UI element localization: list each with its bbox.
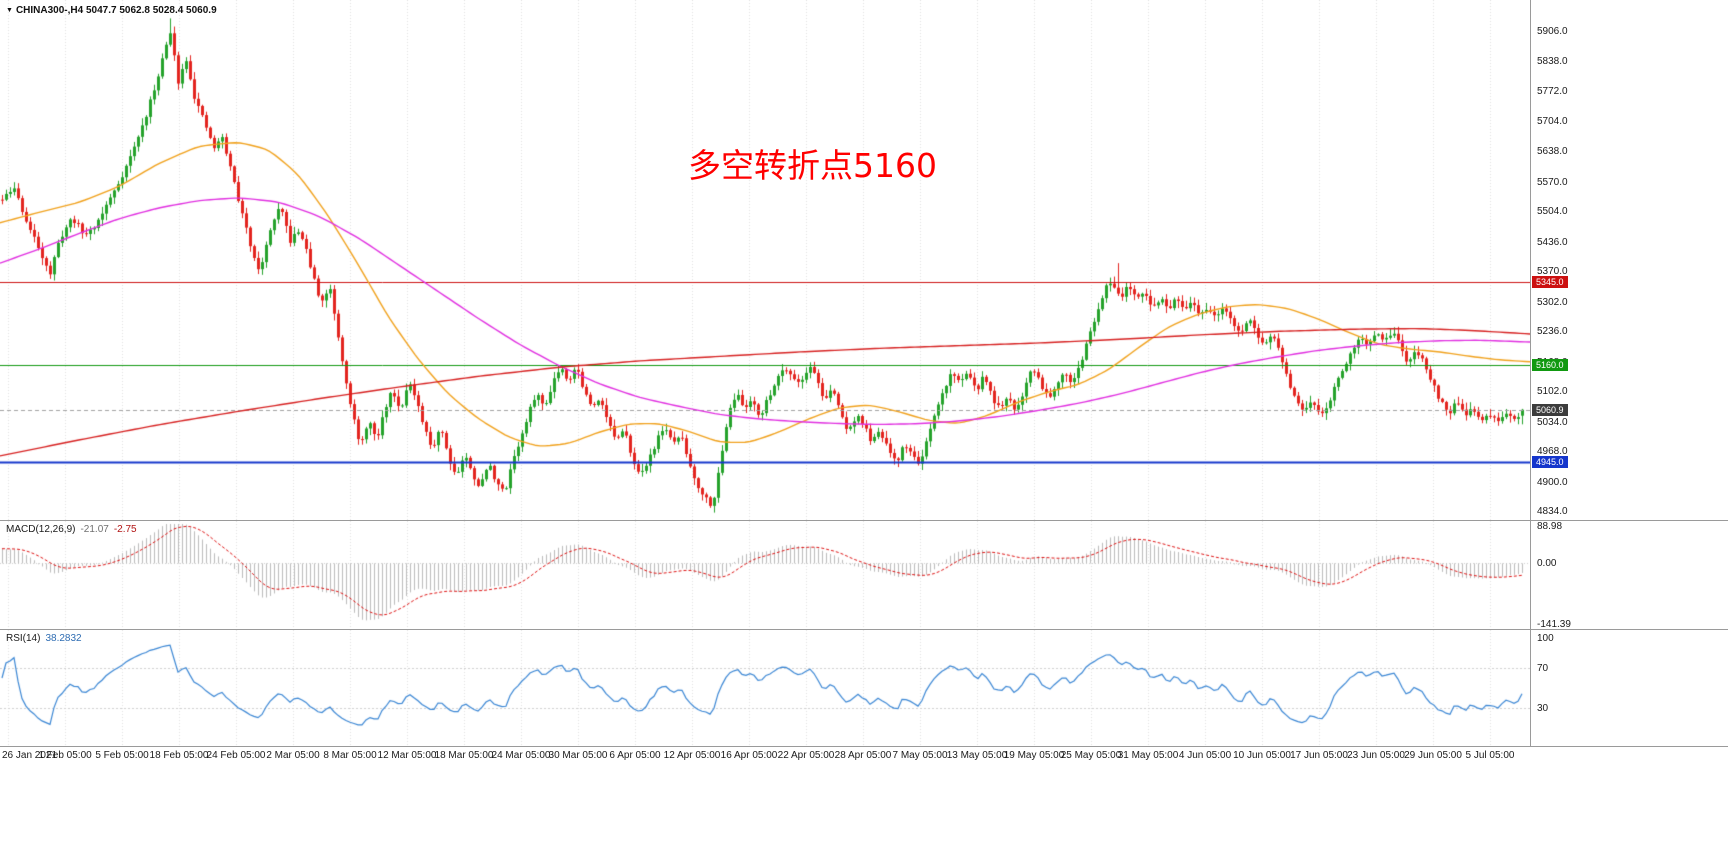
- annotation-text[interactable]: 多空转折点5160: [688, 146, 937, 185]
- price-tick-label: 5102.0: [1537, 386, 1568, 398]
- time-tick-label: 8 Mar 05:00: [323, 750, 377, 761]
- ohlc-values: 5047.7 5062.8 5028.4 5060.9: [85, 5, 217, 16]
- time-axis[interactable]: 26 Jan 2021 1 Feb 05:00 5 Feb 05:00 18 Feb …: [0, 747, 1728, 769]
- macd-signal-value: -2.75: [113, 524, 137, 535]
- panel-separator[interactable]: [0, 746, 1728, 747]
- time-tick-label: 26 Jan 2021: [2, 750, 58, 761]
- time-tick-label: 30 Mar 05:00: [548, 750, 608, 761]
- price-tick-label: 5370.0: [1537, 266, 1568, 278]
- time-tick-label: 6 Apr 05:00: [609, 750, 661, 761]
- price-tick-label: 5570.0: [1537, 176, 1568, 188]
- time-tick-label: 16 Apr 05:00: [720, 750, 778, 761]
- main-chart-canvas[interactable]: [0, 0, 1530, 520]
- price-tick-label: 4834.0: [1537, 506, 1568, 518]
- macd-scale-label: 0.00: [1537, 558, 1557, 570]
- symbol-info: ▼ CHINA300-,H4 5047.7 5062.8 5028.4 5060.…: [6, 5, 217, 16]
- macd-panel-canvas[interactable]: [0, 521, 1530, 629]
- rsi-name: RSI(14): [6, 633, 41, 644]
- time-tick-label: 13 May 05:00: [946, 750, 1008, 761]
- time-tick-label: 19 May 05:00: [1003, 750, 1065, 761]
- price-tick-label: 5034.0: [1537, 416, 1568, 428]
- price-axis-border: [1530, 0, 1531, 747]
- time-tick-label: 12 Apr 05:00: [663, 750, 721, 761]
- price-tick-label: 5838.0: [1537, 56, 1568, 68]
- price-tick-label: 5906.0: [1537, 25, 1568, 37]
- price-tick-label: 4900.0: [1537, 476, 1568, 488]
- price-tick-label: 5236.0: [1537, 326, 1568, 338]
- time-tick-label: 24 Feb 05:00: [206, 750, 266, 761]
- price-tick-label: 5704.0: [1537, 116, 1568, 128]
- rsi-scale-label: 100: [1537, 633, 1554, 644]
- time-tick-label: 22 Apr 05:00: [777, 750, 835, 761]
- price-badge: 4945.0: [1532, 455, 1568, 468]
- time-tick-label: 10 Jun 05:00: [1233, 750, 1291, 761]
- price-badge: 5345.0: [1532, 276, 1568, 289]
- rsi-scale-label: 30: [1537, 703, 1549, 714]
- price-axis[interactable]: 5906.0 5838.0 5772.0 5704.0 5638.0 5570.0 5504…: [1530, 0, 1728, 747]
- time-tick-label: 24 Mar 05:00: [491, 750, 551, 761]
- panel-separator[interactable]: [0, 520, 1728, 521]
- time-tick-label: 5 Jul 05:00: [1465, 750, 1515, 761]
- rsi-scale-label: 70: [1537, 663, 1549, 674]
- time-tick-label: 18 Mar 05:00: [434, 750, 494, 761]
- time-tick-label: 29 Jun 05:00: [1404, 750, 1462, 761]
- time-tick-label: 5 Feb 05:00: [95, 750, 149, 761]
- time-tick-label: 17 Jun 05:00: [1290, 750, 1348, 761]
- time-tick-label: 12 Mar 05:00: [377, 750, 437, 761]
- price-tick-label: 4968.0: [1537, 446, 1568, 458]
- price-tick-label: 5436.0: [1537, 236, 1568, 248]
- time-tick-label: 2 Mar 05:00: [266, 750, 320, 761]
- macd-main-value: -21.07: [80, 524, 109, 535]
- macd-scale-label: 88.98: [1537, 521, 1563, 532]
- price-tick-label: 5772.0: [1537, 86, 1568, 97]
- price-tick-label: 5504.0: [1537, 206, 1568, 218]
- time-tick-label: 7 May 05:00: [892, 750, 948, 761]
- time-tick-label: 4 Jun 05:00: [1178, 750, 1232, 761]
- price-badge: 5160.0: [1532, 359, 1568, 372]
- price-tick-label: 5302.0: [1537, 296, 1568, 308]
- time-tick-label: 25 May 05:00: [1060, 750, 1122, 761]
- time-tick-label: 1 Feb 05:00: [38, 750, 92, 761]
- chevron-down-icon[interactable]: ▼: [6, 7, 13, 14]
- macd-scale-label: -141.39: [1537, 619, 1571, 630]
- price-tick-label: 5638.0: [1537, 146, 1568, 158]
- time-tick-label: 18 Feb 05:00: [149, 750, 209, 761]
- panel-separator[interactable]: [0, 629, 1728, 630]
- price-badge: 5060.9: [1532, 403, 1568, 416]
- rsi-panel-canvas[interactable]: [0, 630, 1530, 746]
- macd-indicator-label: MACD(12,26,9) -21.07 -2.75: [6, 524, 137, 535]
- rsi-value: 38.2832: [45, 633, 82, 644]
- time-tick-label: 31 May 05:00: [1117, 750, 1179, 761]
- time-tick-label: 23 Jun 05:00: [1347, 750, 1405, 761]
- time-tick-label: 28 Apr 05:00: [834, 750, 892, 761]
- rsi-indicator-label: RSI(14) 38.2832: [6, 633, 82, 644]
- macd-name: MACD(12,26,9): [6, 524, 76, 535]
- symbol-period-label: CHINA300-,H4: [15, 5, 84, 16]
